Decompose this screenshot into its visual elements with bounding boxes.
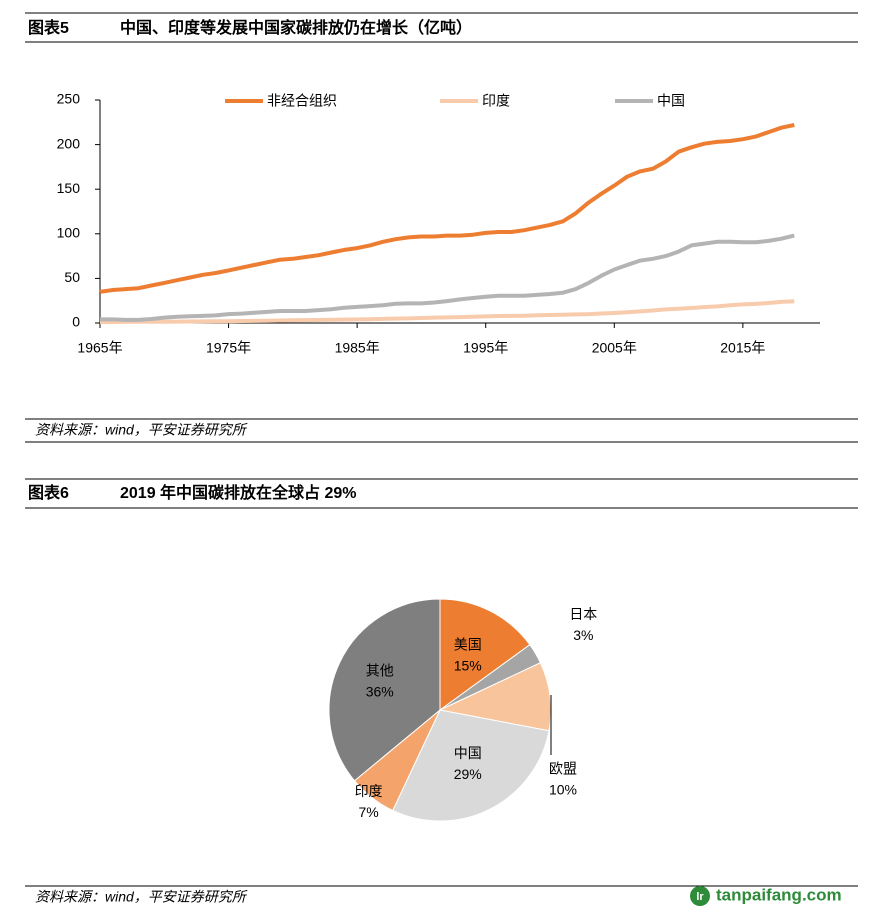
- chart-title: 2019 年中国碳排放在全球占 29%: [120, 483, 357, 502]
- legend-label: 中国: [657, 93, 685, 109]
- x-tick-label: 2015年: [720, 340, 765, 356]
- slice-value: 10%: [549, 782, 577, 798]
- slice-value: 29%: [454, 766, 482, 782]
- y-tick-label: 200: [57, 135, 81, 151]
- source: 资料来源：wind，平安证券研究所: [35, 889, 248, 905]
- pie-slice: [439, 598, 531, 711]
- slice-value: 3%: [573, 627, 593, 643]
- x-tick-label: 2005年: [592, 340, 637, 356]
- watermark: tanpaifang.com: [716, 885, 842, 904]
- chart-title: 中国、印度等发展中国家碳排放仍在增长（亿吨）: [120, 18, 472, 37]
- y-tick-label: 50: [64, 269, 80, 285]
- slice-value: 15%: [454, 657, 482, 673]
- x-tick-label: 1985年: [335, 340, 380, 356]
- x-tick-label: 1995年: [463, 340, 508, 356]
- slice-label: 欧盟: [549, 761, 577, 777]
- logo-mark: lr: [696, 891, 704, 903]
- slice-label: 中国: [454, 745, 482, 761]
- slice-label: 日本: [569, 606, 597, 622]
- line-series: [99, 123, 795, 294]
- source: 资料来源：wind，平安证券研究所: [35, 422, 248, 438]
- figure-label: 图表6: [28, 483, 69, 502]
- x-tick-label: 1965年: [77, 340, 122, 356]
- pie-slice: [392, 709, 550, 822]
- y-tick-label: 0: [72, 314, 80, 330]
- logo: [690, 886, 710, 906]
- y-tick-label: 250: [57, 91, 81, 107]
- slice-label: 美国: [454, 636, 482, 652]
- legend-label: 印度: [482, 93, 510, 109]
- line-series: [100, 233, 795, 322]
- y-tick-label: 100: [57, 225, 81, 241]
- slice-value: 36%: [366, 683, 394, 699]
- line-series: [99, 299, 795, 325]
- y-tick-label: 150: [57, 180, 81, 196]
- legend-label: 非经合组织: [267, 93, 337, 109]
- figure-label: 图表5: [28, 18, 69, 37]
- slice-label: 印度: [355, 783, 383, 799]
- pie-slice: [328, 598, 441, 782]
- slice-value: 7%: [358, 804, 378, 820]
- slice-label: 其他: [366, 662, 394, 678]
- x-tick-label: 1975年: [206, 340, 251, 356]
